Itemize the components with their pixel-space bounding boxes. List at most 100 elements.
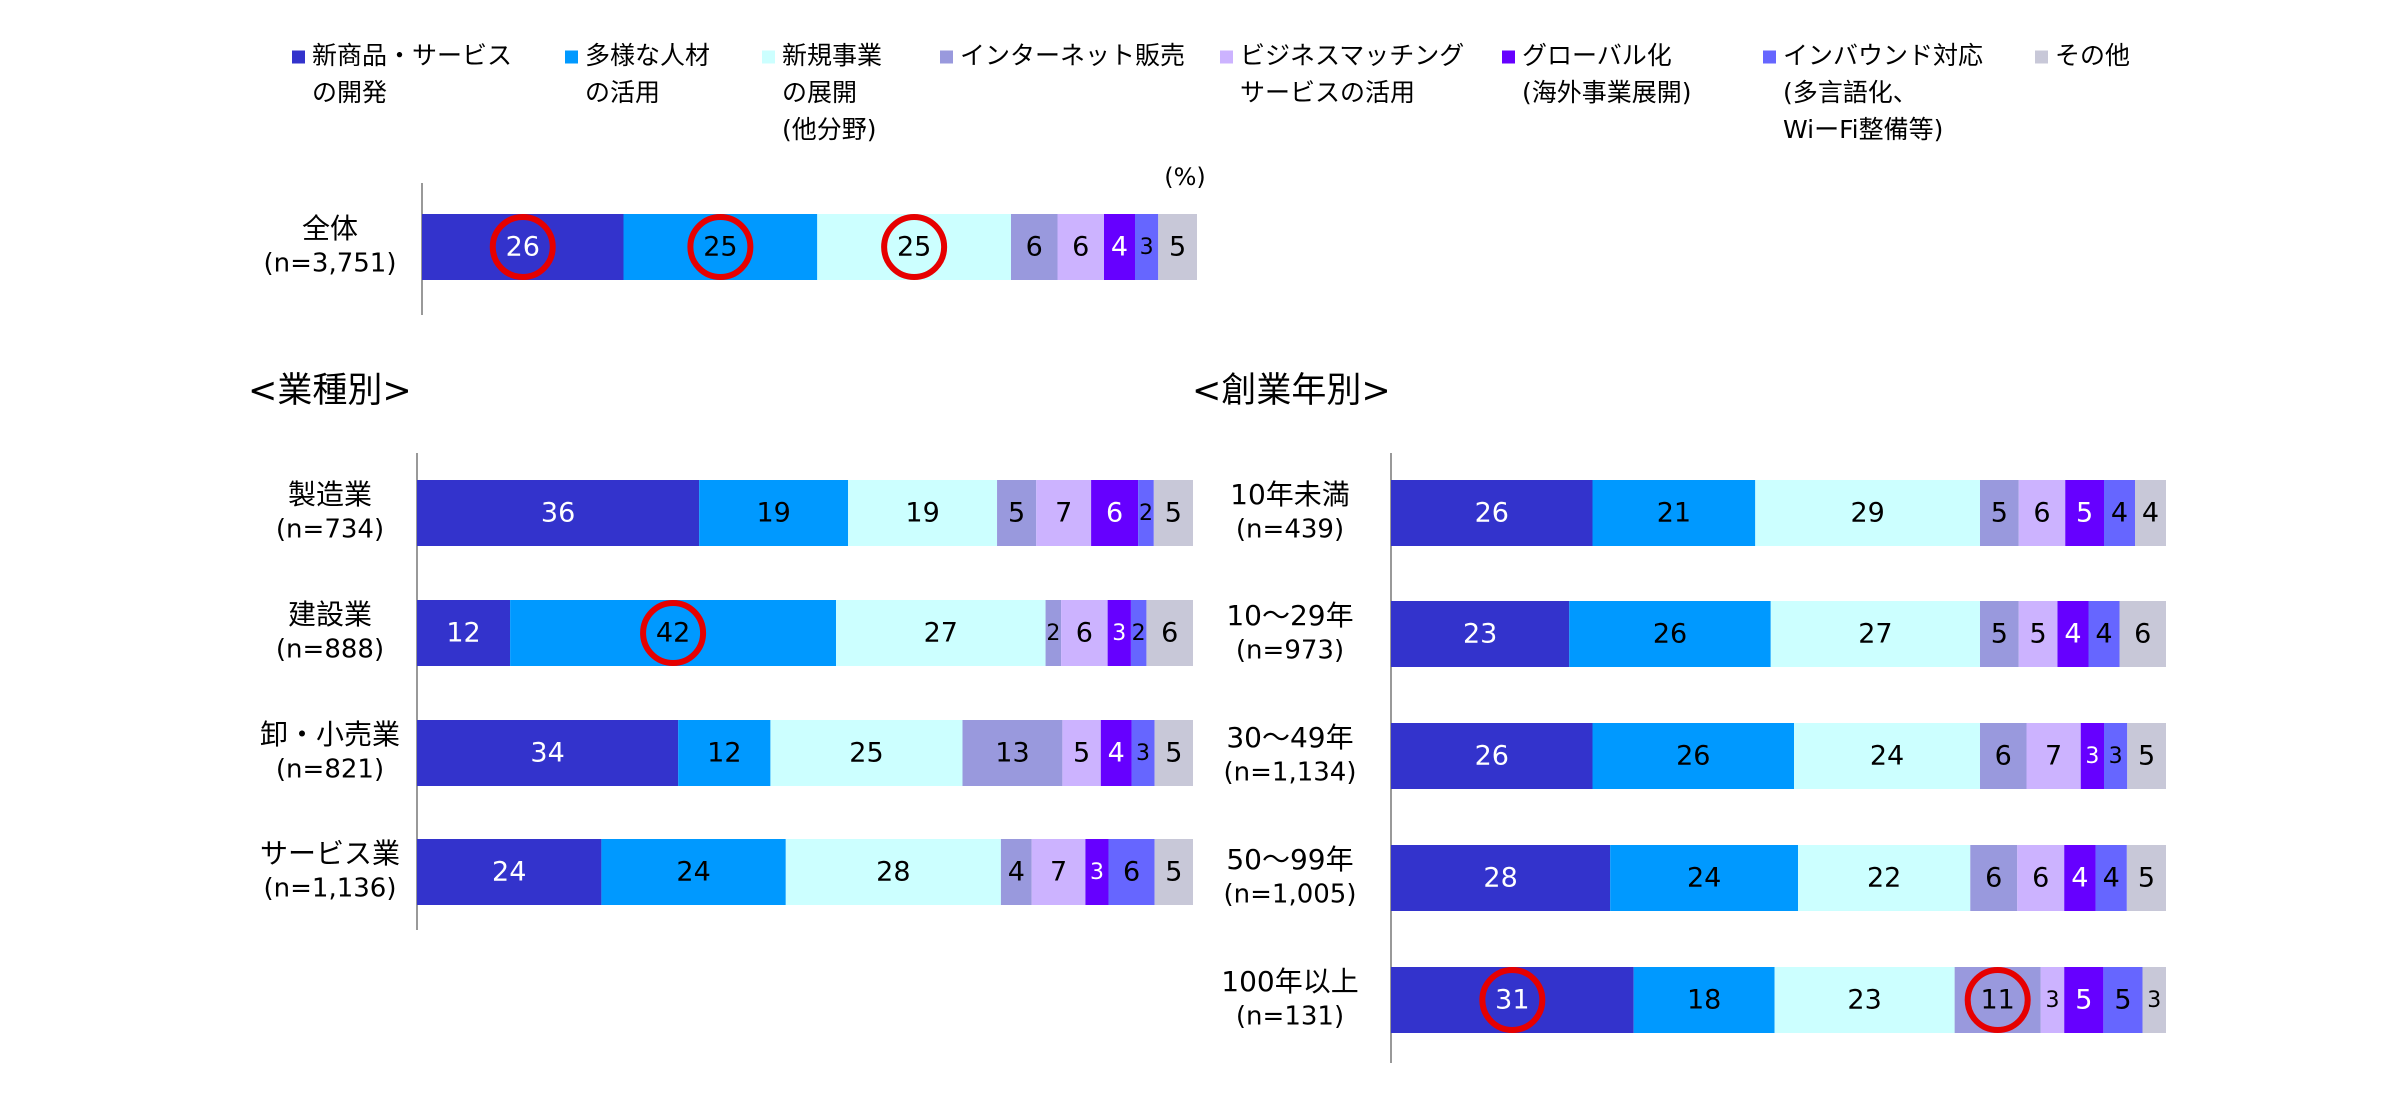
data-label: 3 [2045,988,2059,1013]
data-label: 4 [2071,863,2088,894]
legend-label: ビジネスマッチング [1240,41,1464,70]
data-label: 4 [2064,619,2081,650]
legend-swatch [762,50,775,64]
highlight-circle [881,214,948,280]
bar-segment [1108,839,1155,905]
bar-segment [623,214,818,280]
data-label: 24 [1870,741,1904,772]
bar-segment [997,480,1037,546]
data-label: 13 [995,738,1029,769]
data-label: 3 [2109,744,2123,769]
bar-segment [2142,967,2166,1033]
data-label: 24 [676,857,710,888]
bar-segment [1158,214,1197,280]
bar-segment [2080,723,2104,789]
bar-segment [678,720,771,786]
data-label: 6 [1161,618,1178,649]
legend-swatch [940,50,953,64]
data-label: 3 [1136,741,1150,766]
bar-segment [2064,845,2096,911]
data-label: 3 [1140,235,1154,260]
data-label: 5 [1169,232,1186,263]
row-label: 全体 [302,212,358,245]
data-label: 5 [2114,985,2131,1016]
row-label: 建設業 [288,598,372,631]
row-n-label: (n=734) [276,515,384,545]
highlight-circle [1479,967,1546,1033]
bar-segment [2104,480,2135,546]
row-label: 50〜99年 [1226,843,1353,876]
row-label: 10〜29年 [1226,599,1353,632]
legend-swatch [1502,50,1515,64]
row-label: 製造業 [288,478,372,511]
data-label: 26 [1475,741,1509,772]
bar-segment [417,839,602,905]
panel-title: <業種別> [248,371,412,411]
data-label: 5 [1991,619,2008,650]
bar-segment [2095,845,2127,911]
data-label: 36 [541,498,575,529]
row-n-label: (n=821) [276,755,384,785]
legend-swatch [2035,50,2048,64]
bar-segment [422,214,624,280]
bar-segment [2104,723,2128,789]
data-label: 25 [703,232,737,263]
bar-segment [848,480,998,546]
bar-segment [1980,480,2019,546]
bar-segment [1755,480,1980,546]
highlight-circle [1964,967,2031,1033]
bar-segment [417,720,679,786]
unit-label: (%) [1164,163,1206,191]
data-label: 28 [1483,863,1517,894]
bar-segment [601,839,786,905]
bar-segment [1107,600,1131,666]
highlight-circle [489,214,556,280]
bar-segment [1135,214,1159,280]
bar-segment [2018,480,2066,546]
bar-segment [1774,967,1955,1033]
legend-label: WiーFi整備等) [1783,115,1943,144]
data-label: 42 [656,618,690,649]
bar-segment [1045,600,1062,666]
row-n-label: (n=131) [1236,1002,1344,1032]
bar-segment [1130,600,1147,666]
data-label: 3 [1112,621,1126,646]
bar-segment [817,214,1011,280]
row-n-label: (n=1,005) [1224,880,1357,910]
legend-swatch [565,50,578,64]
bar-segment [2103,967,2143,1033]
bar-segment [1153,480,1193,546]
data-label: 5 [1991,498,2008,529]
bar-segment [1391,845,1611,911]
data-label: 18 [1687,985,1721,1016]
legend-label: グローバル化 [1522,41,1672,70]
bar-segment [1085,839,1109,905]
bar-segment [1036,480,1092,546]
data-label: 29 [1850,498,1884,529]
data-label: 6 [1106,498,1123,529]
data-label: 2 [1046,621,1060,646]
bar-segment [2026,723,2081,789]
data-label: 26 [506,232,540,263]
highlight-circle [687,214,754,280]
panel-title: <創業年別> [1192,371,1391,411]
data-label: 27 [924,618,958,649]
data-label: 12 [446,618,480,649]
row-n-label: (n=1,134) [1224,758,1357,788]
legend-swatch [1763,50,1776,64]
data-label: 5 [1165,738,1182,769]
data-label: 28 [876,857,910,888]
bar-segment [1391,723,1593,789]
row-label: 100年以上 [1221,965,1358,998]
data-label: 24 [492,857,526,888]
legend-swatch [1220,50,1233,64]
bar-segment [510,600,837,666]
bar-segment [699,480,849,546]
bar-segment [1100,720,1132,786]
data-label: 4 [1111,232,1128,263]
row-n-label: (n=3,751) [264,249,397,279]
data-label: 2 [1139,501,1153,526]
data-label: 12 [707,738,741,769]
data-label: 22 [1867,863,1901,894]
